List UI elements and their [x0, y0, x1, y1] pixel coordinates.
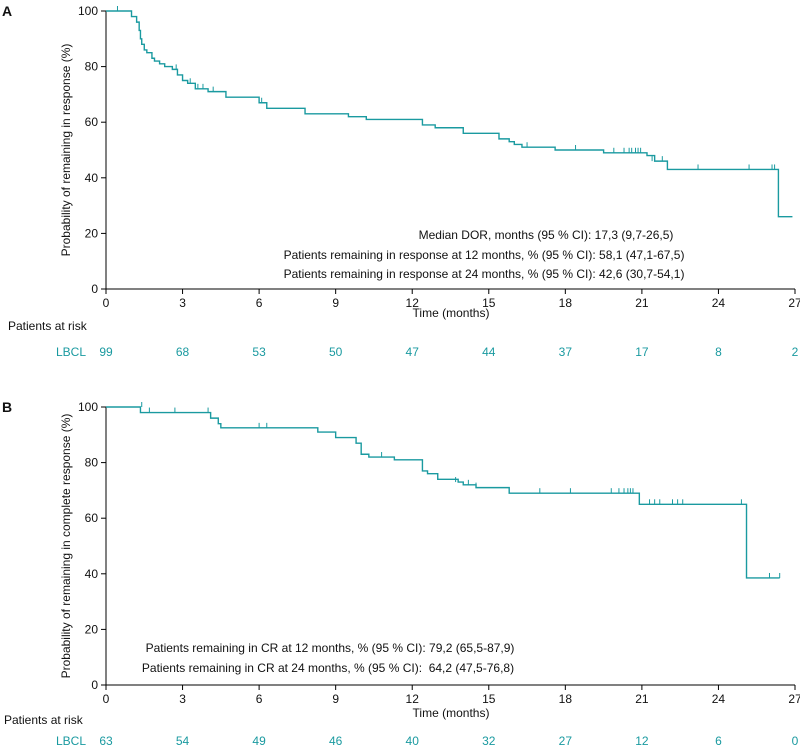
panel-a-risk-values: 99 68 53 50 47 44 37 17 8 2	[99, 345, 798, 359]
panel-a-risk-value: 50	[329, 345, 343, 359]
panel-a-plot: 0 20 40 60 80 100 0 3 6 9 12 15 18 21 24 27	[78, 4, 800, 310]
panel-b-risk-value: 63	[99, 734, 113, 748]
panel-b-plot: 0 20 40 60 80 100 0 3 6 9 12 15 18 21 24 27	[78, 400, 800, 706]
panel-a-x-tick-label: 18	[559, 296, 573, 310]
panel-b-x-tick-label: 9	[332, 692, 339, 706]
panel-a-x-tick-label: 6	[256, 296, 263, 310]
panel-a-y-tick-label: 0	[91, 282, 98, 296]
panel-a-y-tick-label: 20	[85, 226, 99, 240]
panel-a: A Probability of remaining in response (…	[2, 3, 800, 359]
panel-a-x-tick-label: 21	[635, 296, 649, 310]
panel-a-risk-label: LBCL	[56, 345, 86, 359]
panel-b-annotation-12-months: Patients remaining in CR at 12 months, %…	[146, 641, 515, 655]
panel-a-y-tick-label: 100	[78, 4, 98, 18]
panel-a-y-tick-label: 60	[85, 115, 99, 129]
panel-a-y-tick-label: 80	[85, 60, 99, 74]
panel-b-x-tick-label: 12	[406, 692, 420, 706]
panel-a-x-tick-label: 15	[482, 296, 496, 310]
panel-b-y-tick-label: 0	[91, 678, 98, 692]
panel-b-x-tick-label: 18	[559, 692, 573, 706]
panel-b-x-tick-label: 15	[482, 692, 496, 706]
panel-b-y-tick-label: 100	[78, 400, 98, 414]
panel-b-risk-value: 6	[715, 734, 722, 748]
panel-a-x-tick-label: 9	[332, 296, 339, 310]
panel-b-risk-value: 46	[329, 734, 343, 748]
panel-b-risk-value: 40	[406, 734, 420, 748]
panel-a-x-tick-label: 24	[712, 296, 726, 310]
panel-b-x-tick-label: 24	[712, 692, 726, 706]
panel-b-letter: B	[2, 399, 12, 415]
panel-a-risk-value: 68	[176, 345, 190, 359]
panel-b-x-tick-label: 27	[788, 692, 800, 706]
panel-a-x-axis-title: Time (months)	[413, 306, 490, 320]
panel-b-risk-value: 27	[559, 734, 573, 748]
panel-a-risk-value: 44	[482, 345, 496, 359]
panel-b-y-tick-label: 60	[85, 511, 99, 525]
panel-a-risk-value: 99	[99, 345, 113, 359]
panel-a-risk-header: Patients at risk	[8, 319, 88, 333]
panel-b-y-tick-label: 40	[85, 567, 99, 581]
panel-a-risk-value: 53	[252, 345, 266, 359]
panel-a-x-tick-label: 12	[406, 296, 420, 310]
panel-a-risk-value: 17	[635, 345, 649, 359]
panel-b-x-tick-label: 6	[256, 692, 263, 706]
panel-b-x-tick-label: 3	[179, 692, 186, 706]
panel-b-x-axis-title: Time (months)	[413, 706, 490, 720]
panel-b-risk-values: 63 54 49 46 40 32 27 12 6 0	[99, 734, 798, 748]
panel-b-x-tick-label: 21	[635, 692, 649, 706]
panel-a-risk-value: 8	[715, 345, 722, 359]
panel-b-risk-value: 54	[176, 734, 190, 748]
panel-b-y-tick-label: 20	[85, 622, 99, 636]
panel-b-risk-value: 0	[792, 734, 799, 748]
panel-b-km-curve	[106, 406, 780, 579]
panel-a-y-tick-label: 40	[85, 171, 99, 185]
panel-b-risk-label: LBCL	[56, 734, 86, 748]
panel-b-risk-header: Patients at risk	[4, 713, 84, 727]
panel-a-risk-value: 2	[792, 345, 799, 359]
panel-a-annotation-12-months: Patients remaining in response at 12 mon…	[284, 248, 685, 262]
panel-a-km-curve	[106, 10, 793, 218]
panel-a-x-tick-label: 3	[179, 296, 186, 310]
panel-a-x-tick-label: 0	[103, 296, 110, 310]
panel-a-letter: A	[2, 3, 12, 19]
panel-a-annotation-24-months: Patients remaining in response at 24 mon…	[284, 267, 685, 281]
panel-a-risk-value: 47	[406, 345, 420, 359]
panel-a-x-tick-label: 27	[788, 296, 800, 310]
panel-b-y-tick-label: 80	[85, 456, 99, 470]
panel-b-risk-value: 49	[252, 734, 266, 748]
panel-b-risk-value: 32	[482, 734, 496, 748]
panel-b-risk-value: 12	[635, 734, 649, 748]
panel-a-annotation-median-dor: Median DOR, months (95 % CI): 17,3 (9,7-…	[419, 228, 674, 242]
panel-b-x-tick-label: 0	[103, 692, 110, 706]
panel-b-y-axis-title: Probability of remaining in complete res…	[59, 414, 73, 679]
panel-a-risk-value: 37	[559, 345, 573, 359]
panel-b-annotation-24-months: Patients remaining in CR at 24 months, %…	[142, 661, 514, 675]
panel-a-y-axis-title: Probability of remaining in response (%)	[59, 44, 73, 257]
panel-b: B Probability of remaining in complete r…	[2, 399, 800, 748]
